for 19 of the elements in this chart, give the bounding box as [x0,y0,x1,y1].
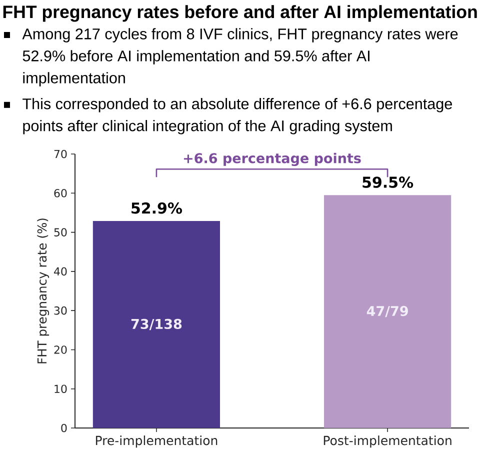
y-tick-label: 30 [54,306,67,315]
x-tick-label: Post-implementation [324,436,452,448]
annotation: 73/138 [131,318,182,330]
data-label: 59.5% [362,176,414,188]
text: Among 217 cycles from 8 IVF clinics, FHT pregnancy rates were 52.9% before AI implementation and 59.5% after AI implementation [22,28,458,86]
annotation: 47/79 [366,306,408,318]
y-tick-label: 0 [61,424,67,432]
y-tick-label: 20 [54,346,67,354]
y-tick-label: 10 [54,384,67,394]
data-label: 52.9% [132,202,182,214]
y-tick-label: 70 [54,150,67,158]
x-tick-label: Pre-implementation [96,436,218,448]
annotation: +6.6 percentage points [184,152,361,166]
y-tick-label: 60 [54,189,67,198]
chart-title: FHT pregnancy rates before and after AI implementation [3,5,477,22]
y-axis-title: FHT pregnancy rate (%) [37,218,50,364]
text: This corresponded to an absolute difference of +6.6 percentage points after clinical integration of the AI grading system [22,98,452,134]
y-tick-label: 50 [54,228,67,236]
y-tick-label: 40 [54,267,67,276]
